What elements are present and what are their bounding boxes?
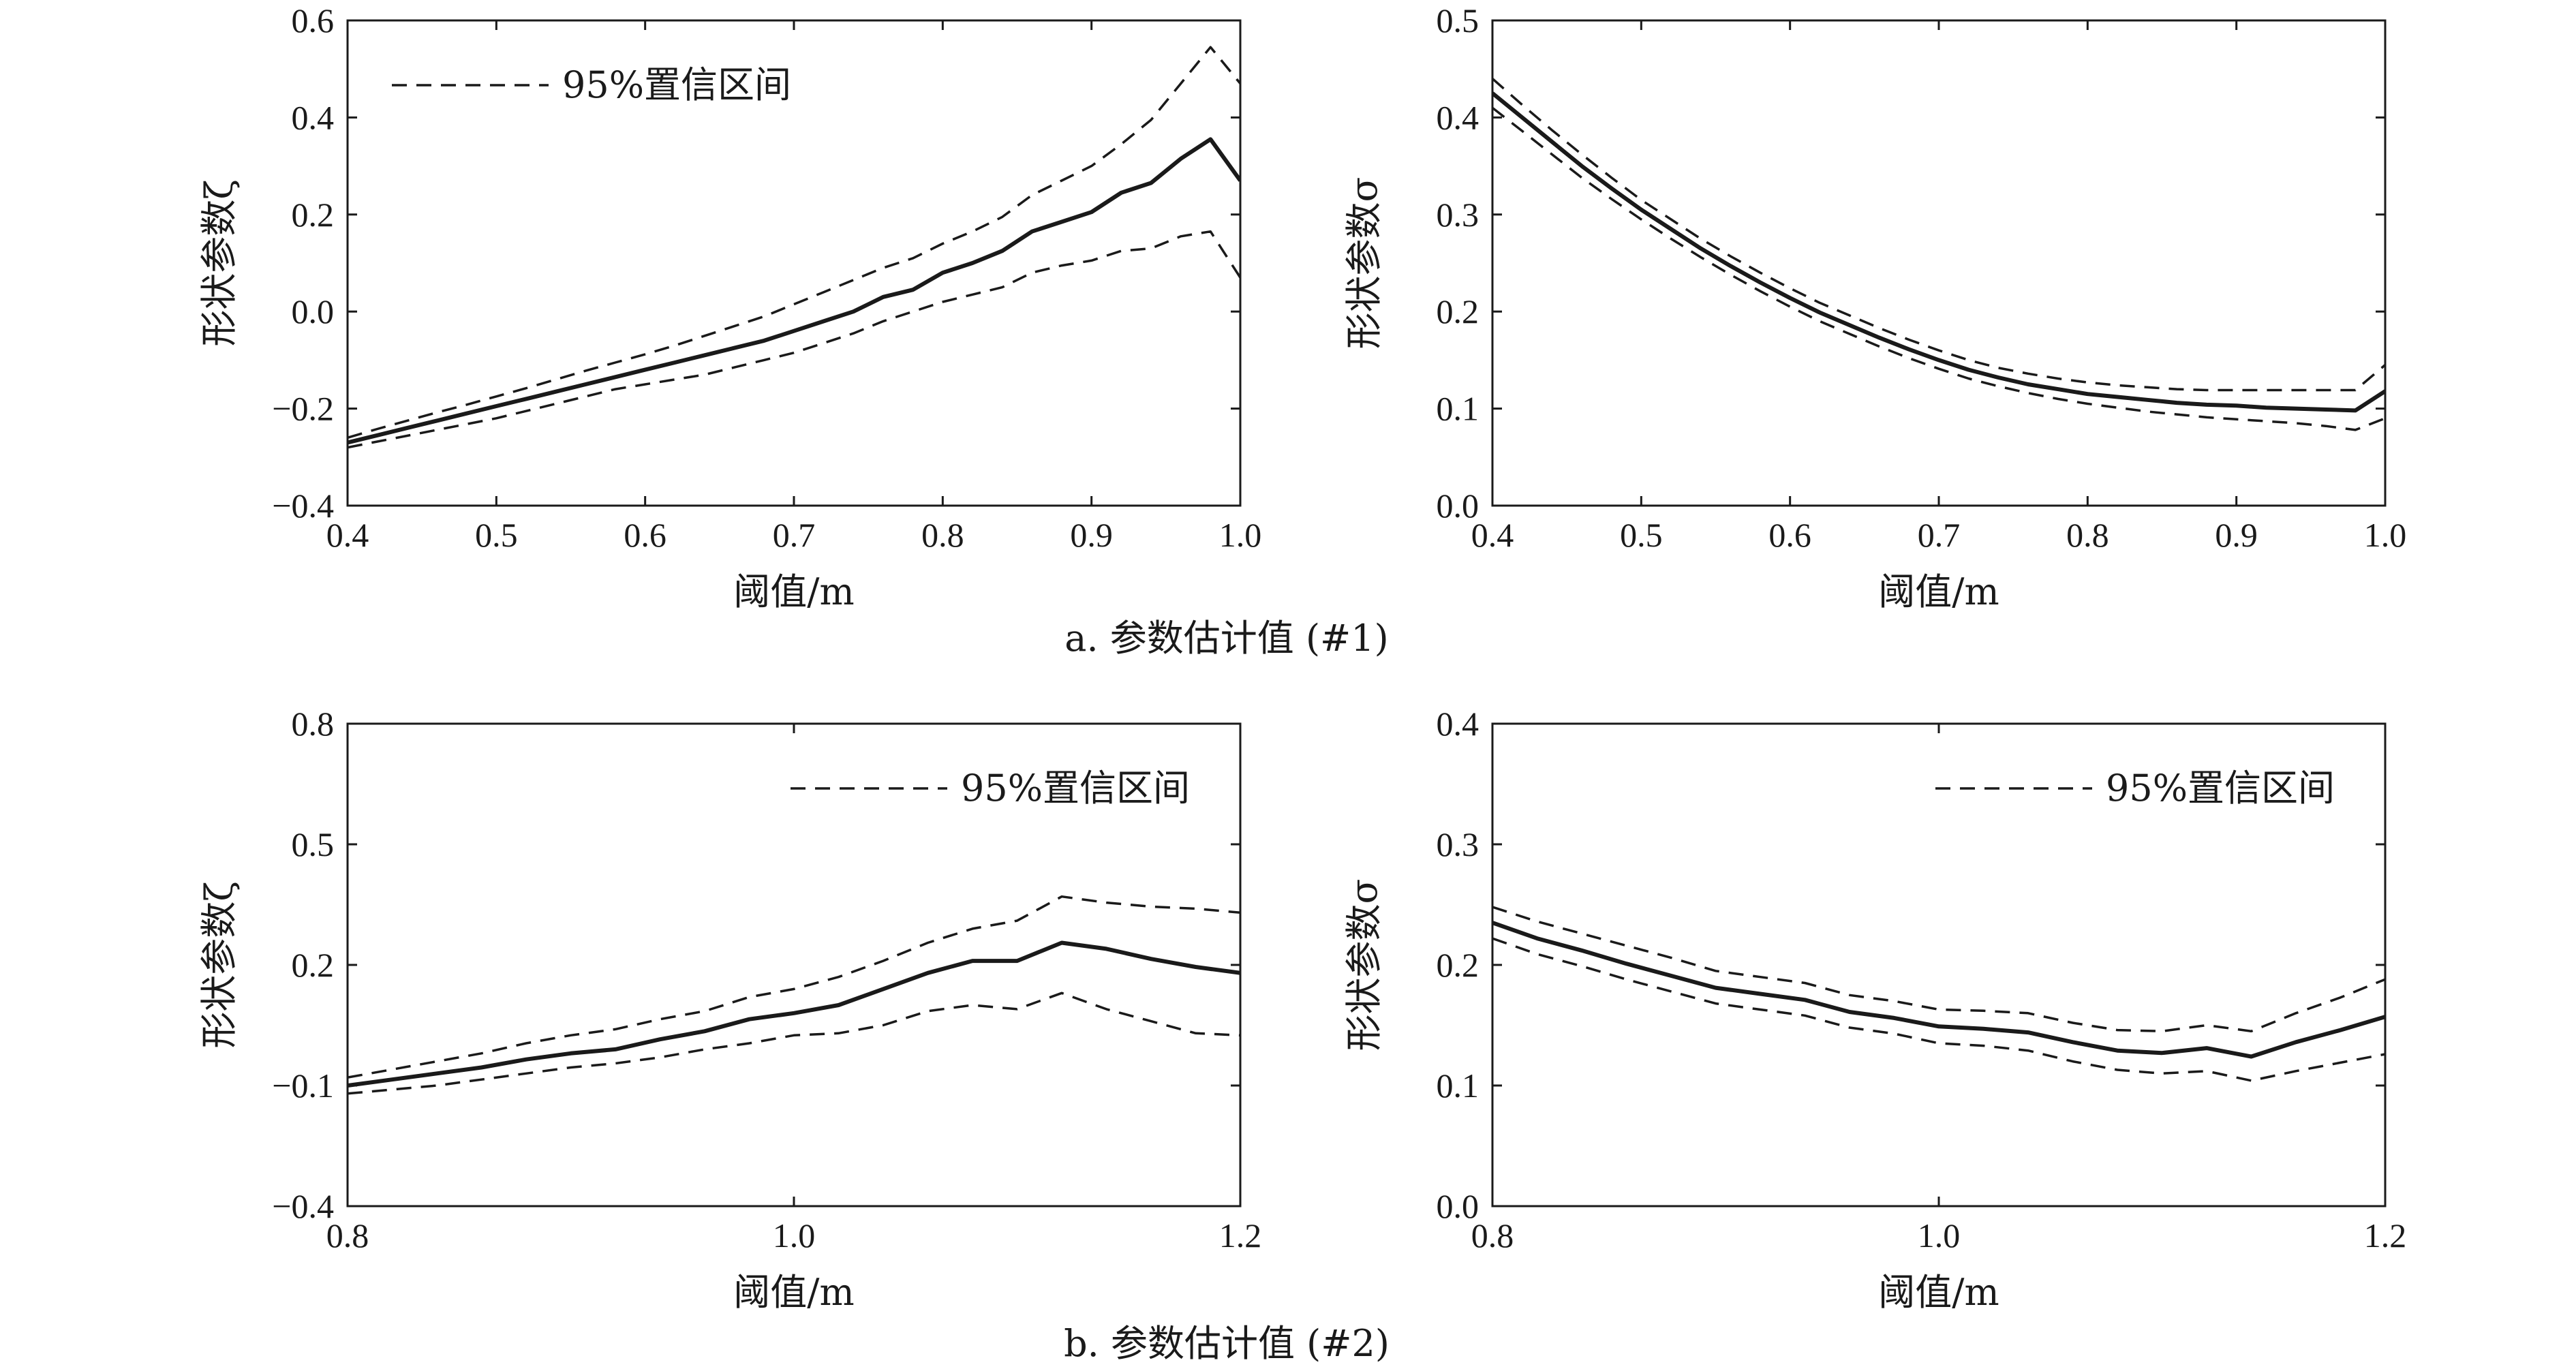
chart-panel-b-left: 0.8 1.0 1.2 −0.4 −0.1 0.2 0.5 0.8 阈值/m 形状参数ζ 95%置信…: [198, 705, 1261, 1314]
series-line-estimate: [348, 137, 1240, 445]
y-tick-label: −0.4: [272, 1187, 334, 1225]
y-tick-label: 0.6: [292, 1, 335, 40]
x-axis-label: 阈值/m: [1878, 570, 1999, 613]
series-line-lower: [1492, 937, 2385, 1082]
series-line-estimate: [348, 940, 1240, 1088]
y-tick-label: 0.2: [1437, 946, 1479, 984]
x-axis-label: 阈值/m: [733, 1271, 854, 1314]
caption-b: b. 参数估计值 (#2): [1064, 1322, 1390, 1365]
x-tick-label: 0.9: [2215, 516, 2258, 554]
x-tick-label: 1.2: [2364, 1216, 2407, 1255]
x-tick-label: 0.6: [1768, 516, 1811, 554]
y-tick-label: 0.4: [1437, 98, 1479, 136]
y-tick-label: −0.1: [272, 1066, 334, 1105]
x-tick-label: 0.6: [624, 516, 666, 554]
x-tick-label: 0.5: [1620, 516, 1663, 554]
chart-panel-a-left: 0.4 0.5 0.6 0.7 0.8 0.9 1.0 −0.4 −0.2 0.0 0.2 0.4 0.…: [198, 1, 1261, 613]
chart-panel-b-right: 0.8 1.0 1.2 0.0 0.1 0.2 0.3 0.4 阈值/m 形状参数σ 95%置信区间: [1343, 705, 2406, 1314]
legend-label: 95%置信区间: [562, 63, 791, 106]
series-line-lower: [348, 991, 1240, 1095]
series-line-estimate: [1492, 91, 2385, 413]
y-tick-label: 0.2: [1437, 292, 1479, 330]
series-line-lower: [1492, 106, 2385, 431]
y-axis-label: 形状参数ζ: [198, 881, 241, 1048]
y-axis-label: 形状参数ζ: [198, 179, 241, 346]
y-tick-label: 0.0: [292, 292, 335, 330]
x-tick-label: 0.8: [326, 1216, 369, 1255]
y-tick-label: 0.4: [292, 98, 335, 136]
caption-a: a. 参数估计值 (#1): [1064, 617, 1388, 660]
x-tick-label: 0.8: [1471, 1216, 1514, 1255]
y-axis-label: 形状参数σ: [1343, 177, 1385, 350]
y-tick-label: 0.0: [1437, 487, 1479, 525]
y-tick-label: 0.0: [1437, 1187, 1479, 1225]
y-tick-label: 0.4: [1437, 705, 1479, 743]
y-tick-label: 0.1: [1437, 390, 1479, 428]
series-line-upper: [1492, 906, 2385, 1033]
x-tick-label: 0.7: [1918, 516, 1961, 554]
y-tick-label: 0.3: [1437, 196, 1479, 234]
y-tick-label: 0.5: [1437, 1, 1479, 40]
series-line-upper: [348, 46, 1240, 439]
y-tick-label: 0.3: [1437, 825, 1479, 863]
y-tick-label: 0.1: [1437, 1066, 1479, 1105]
series-line-estimate: [1492, 921, 2385, 1059]
x-axis-label: 阈值/m: [733, 570, 854, 613]
x-tick-label: 1.0: [1918, 1216, 1961, 1255]
series-line-upper: [348, 895, 1240, 1079]
legend-label: 95%置信区间: [2106, 767, 2335, 810]
y-tick-label: −0.4: [272, 487, 334, 525]
series-line-upper: [1492, 78, 2385, 392]
x-tick-label: 0.4: [1471, 516, 1514, 554]
x-tick-label: 1.0: [1219, 516, 1262, 554]
y-tick-label: 0.2: [292, 946, 335, 984]
y-tick-label: −0.2: [272, 390, 334, 428]
chart-panel-a-right: 0.4 0.5 0.6 0.7 0.8 0.9 1.0 0.0 0.1 0.2 0.3 0.4 0.5 阈…: [1343, 1, 2406, 613]
legend-label: 95%置信区间: [961, 767, 1190, 810]
y-tick-label: 0.8: [292, 705, 335, 743]
x-tick-label: 0.7: [773, 516, 816, 554]
x-tick-label: 0.8: [2066, 516, 2109, 554]
x-tick-label: 0.4: [326, 516, 369, 554]
x-tick-label: 0.8: [921, 516, 964, 554]
series-line-lower: [348, 230, 1240, 449]
x-axis-label: 阈值/m: [1878, 1271, 1999, 1314]
x-tick-label: 0.5: [475, 516, 518, 554]
plot-frame: [346, 19, 1242, 507]
y-tick-label: 0.5: [292, 825, 335, 863]
x-tick-label: 0.9: [1070, 516, 1113, 554]
x-tick-label: 1.2: [1219, 1216, 1262, 1255]
y-tick-label: 0.2: [292, 196, 335, 234]
x-tick-label: 1.0: [773, 1216, 816, 1255]
plot-frame: [1491, 19, 2387, 507]
y-axis-label: 形状参数σ: [1343, 879, 1385, 1051]
x-tick-label: 1.0: [2364, 516, 2407, 554]
